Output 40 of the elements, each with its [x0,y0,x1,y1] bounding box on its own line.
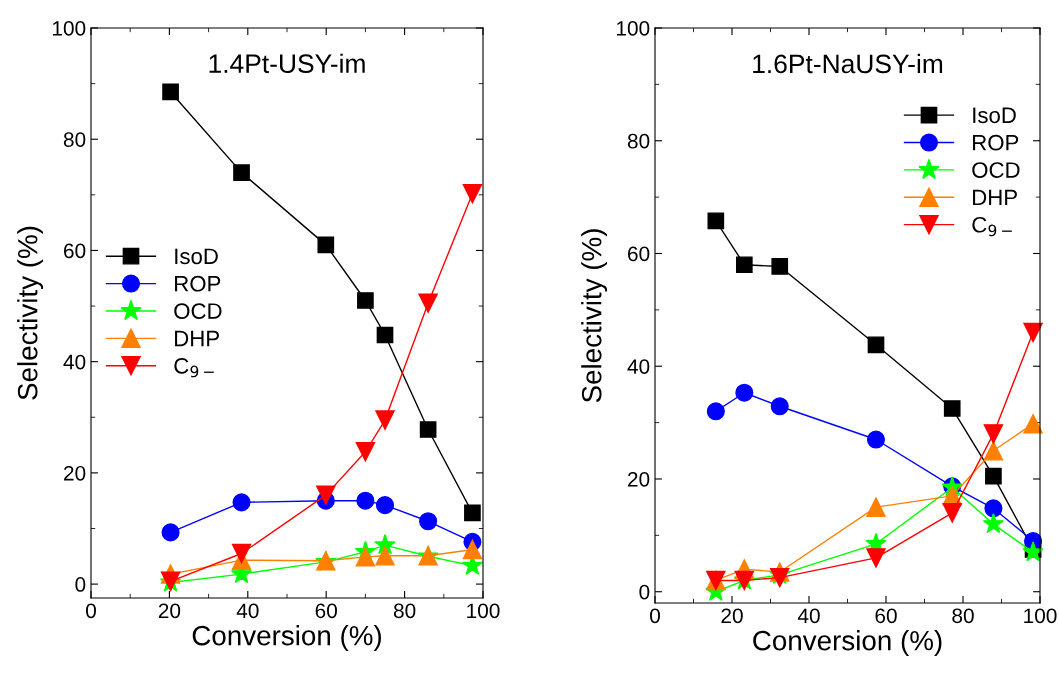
text: 1.4Pt-USY-im [209,53,365,74]
legend-label: DHP [175,330,219,347]
y-axis-title: Selectivity (%) [17,226,44,400]
y-tick-label: 80 [627,133,650,149]
legend-label: ROP [973,134,1019,151]
x-tick-label: 60 [875,608,897,624]
x-tick-label: 100 [1024,608,1057,624]
x-axis-title: Conversion (%) [753,630,942,656]
x-tick-label: 100 [467,603,500,619]
x-tick-label: 80 [393,603,416,619]
x-tick-label: 20 [158,603,181,619]
x-axis-title: Conversion (%) [192,625,381,651]
x-tick-label: 80 [952,608,974,624]
legend-label: ROP [175,275,221,292]
legend-label: DHP [973,189,1017,206]
y-tick-label: 20 [64,465,86,481]
y-tick-label: 40 [63,354,86,370]
y-tick-label: 0 [75,577,86,592]
x-tick-label: 20 [721,608,743,624]
legend-label: IsoD [175,248,218,265]
legend-label: OCD [174,303,222,319]
legend-label: IsoD [973,107,1016,124]
x-tick-label: 40 [236,603,259,619]
y-tick-label: 80 [63,132,86,147]
y-tick-label: 0 [639,584,650,600]
y-axis-title: Selectivity (%) [581,229,608,403]
y-tick-label: 20 [628,471,650,487]
y-tick-label: 40 [627,359,650,374]
legend-label: C$_{9−}$ [972,216,1012,237]
y-tick-label: 100 [616,21,650,36]
legend-label: C$_{9−}$ [174,357,214,378]
x-tick-label: 60 [315,603,337,619]
x-tick-label: 0 [650,608,660,624]
y-tick-label: 100 [52,21,86,36]
x-tick-label: 0 [86,603,96,619]
text: 1.6Pt-NaUSY-im [753,53,943,74]
y-tick-label: 60 [64,243,86,259]
x-tick-label: 40 [797,608,820,624]
y-tick-label: 60 [628,246,650,262]
legend-label: OCD [972,162,1020,178]
